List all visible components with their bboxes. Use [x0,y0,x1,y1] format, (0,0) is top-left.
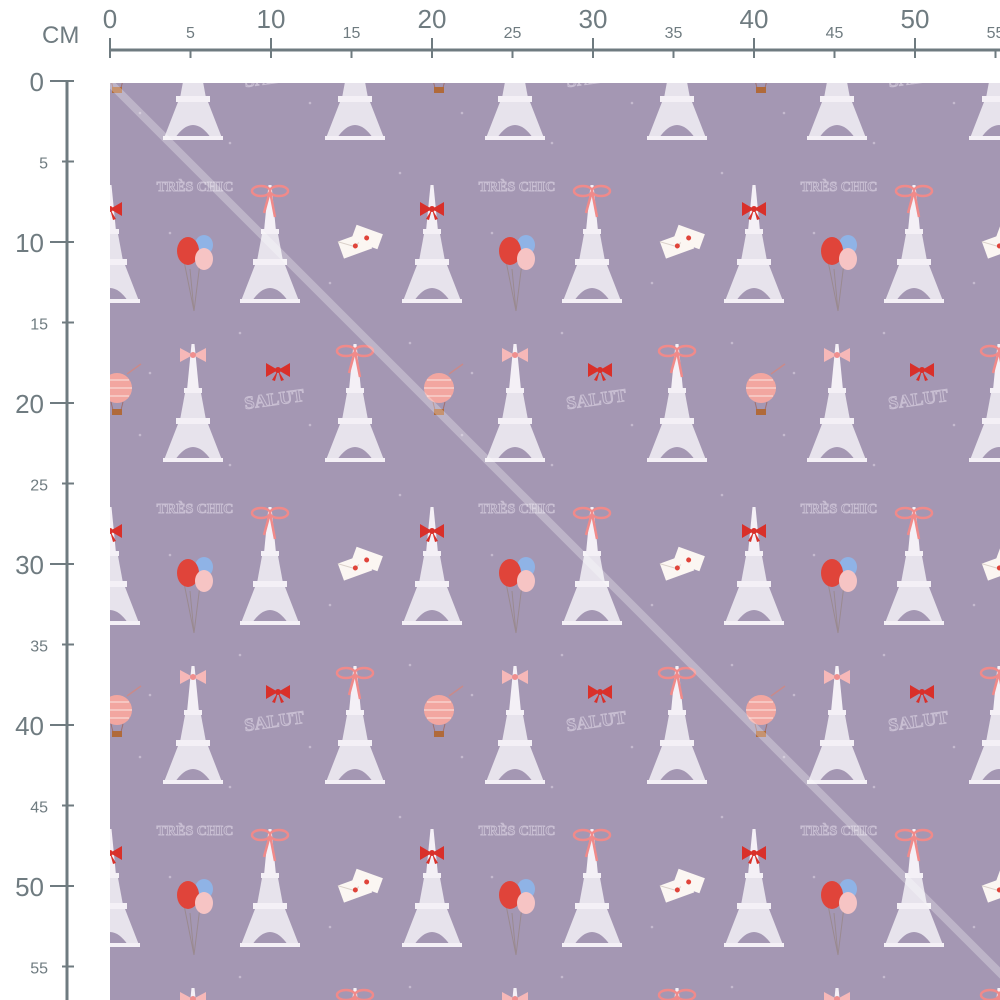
top-ruler-label: 10 [257,4,286,34]
top-ruler-label: 45 [826,25,844,42]
top-ruler-label: 30 [579,4,608,34]
top-ruler-label: 5 [186,25,195,42]
fabric-preview: SALUT SALUT TRÈS CHIC [110,83,1000,1000]
top-ruler-label: 0 [103,4,117,34]
left-ruler-label: 35 [30,639,48,656]
left-ruler-label: 5 [39,156,48,173]
top-ruler-label: 25 [504,25,522,42]
left-ruler-label: 15 [30,317,48,334]
top-ruler-label: 15 [343,25,361,42]
top-ruler-label: 40 [740,4,769,34]
top-ruler-label: 35 [665,25,683,42]
left-ruler-label: 25 [30,478,48,495]
left-ruler-label: 30 [15,550,44,580]
left-ruler-label: 40 [15,711,44,741]
left-ruler-label: 45 [30,800,48,817]
top-ruler-label: 20 [418,4,447,34]
unit-label: CM [42,22,80,49]
left-ruler-label: 20 [15,389,44,419]
left-ruler-label: 55 [30,961,48,978]
top-ruler-label: 50 [901,4,930,34]
fabric-pattern [110,83,1000,1000]
left-ruler-label: 10 [15,228,44,258]
left-ruler-label: 0 [30,67,44,97]
left-ruler-label: 50 [15,872,44,902]
diagonal-highlight [110,83,1000,979]
top-ruler-label: 55 [987,25,1000,42]
